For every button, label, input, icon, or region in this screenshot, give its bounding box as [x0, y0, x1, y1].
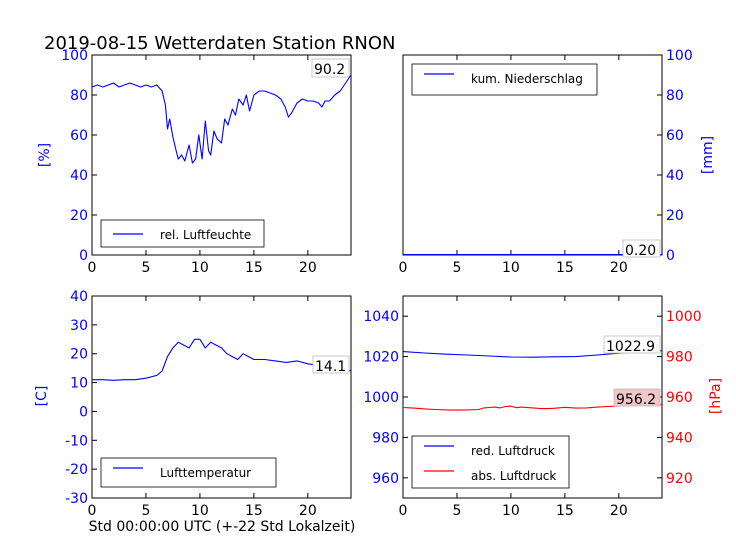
pressure-xtick-label: 0: [399, 503, 408, 519]
humidity-ytick-label: 0: [79, 248, 88, 264]
precipitation-xtick-label: 10: [502, 260, 520, 276]
legend-label-precipitation: kum. Niederschlag: [471, 72, 583, 86]
temperature-ylabel: [C]: [34, 386, 50, 407]
pressure-right-ytick-label: 1000: [666, 309, 702, 325]
legend-label-temperature: Lufttemperatur: [160, 466, 251, 480]
humidity-ytick-label: 60: [70, 128, 88, 144]
pressure-legend-box: [411, 435, 570, 489]
temperature-value-label: 14.1: [315, 359, 346, 375]
precipitation-xtick-label: 0: [399, 260, 408, 276]
precipitation-xtick-label: 15: [556, 260, 574, 276]
pressure-series-line-1: [402, 404, 663, 411]
humidity-xtick-label: 20: [299, 260, 317, 276]
legend-label-humidity: rel. Luftfeuchte: [160, 228, 251, 242]
pressure-panel: 0 5 10 15 20 960 980 1000 1020 1040 920 940 960 980 10…: [363, 295, 702, 519]
red-pressure-value-label: 1022.9: [606, 339, 655, 355]
temperature-legend-box: [100, 457, 277, 488]
temperature-panel: 0 5 10 15 20 -30 -20 -10 0 10 20 30 40: [65, 289, 352, 519]
precipitation-xtick-label: 20: [610, 260, 628, 276]
temperature-ytick-label: 30: [70, 318, 88, 334]
page-title: 2019-08-15 Wetterdaten Station RNON: [44, 33, 395, 54]
temperature-ytick-label: -20: [65, 462, 88, 478]
precipitation-right-ytick-label: 20: [666, 208, 684, 224]
temperature-ytick-label: -10: [65, 433, 88, 449]
pressure-xtick-label: 10: [502, 503, 520, 519]
humidity-xtick-label: 15: [245, 260, 263, 276]
humidity-ylabel: [%]: [37, 143, 53, 167]
humidity-value-box: [311, 58, 350, 78]
humidity-ytick-label: 100: [61, 48, 88, 64]
pressure-ytick-label: 1000: [363, 390, 399, 406]
precipitation-right-ytick-label: 60: [666, 128, 684, 144]
humidity-series-line-0: [91, 74, 352, 164]
pressure-right-ytick-label: 980: [666, 350, 693, 366]
temperature-xtick-label: 5: [141, 503, 150, 519]
abs-pressure-value-label: 956.2: [616, 392, 656, 408]
precipitation-xtick-label: 5: [452, 260, 461, 276]
precipitation-panel: 0 5 10 15 20 0 20 40 60 80 100: [399, 48, 693, 276]
pressure-right-ytick-label: 940: [666, 430, 693, 446]
precipitation-right-ytick-label: 0: [666, 248, 675, 264]
abs-pressure-value-box: [613, 388, 661, 407]
humidity-ytick-label: 20: [70, 208, 88, 224]
humidity-xtick-label: 10: [191, 260, 209, 276]
precipitation-value-label: 0.20: [625, 243, 656, 259]
humidity-xtick-label: 5: [141, 260, 150, 276]
temperature-xtick-label: 10: [191, 503, 209, 519]
humidity-xtick-label: 0: [88, 260, 97, 276]
temperature-xtick-label: 20: [299, 503, 317, 519]
humidity-value-label: 90.2: [314, 62, 345, 78]
temperature-series-line-0: [92, 338, 352, 381]
humidity-panel: 0 5 10 15 20 0 20 40 60 80 100: [61, 48, 352, 276]
temperature-xtick-label: 0: [88, 503, 97, 519]
humidity-ytick-label: 80: [70, 88, 88, 104]
temperature-xtick-label: 15: [245, 503, 263, 519]
time-xlabel: Std 00:00:00 UTC (+-22 Std Lokalzeit): [89, 519, 356, 535]
precipitation-legend-box: [411, 63, 598, 96]
temperature-ytick-label: 10: [70, 376, 88, 392]
precipitation-right-ytick-label: 100: [666, 48, 693, 64]
temperature-ytick-label: 20: [70, 347, 88, 363]
pressure-xtick-label: 15: [556, 503, 574, 519]
precipitation-value-box: [622, 239, 661, 258]
pressure-ytick-label: 960: [372, 471, 399, 487]
pressure-right-ytick-label: 960: [666, 390, 693, 406]
pressure-right-ytick-label: 920: [666, 471, 693, 487]
pressure-ytick-label: 1040: [363, 309, 399, 325]
precipitation-ylabel: [mm]: [700, 136, 716, 174]
legend-label-abs-pressure: abs. Luftdruck: [471, 469, 556, 483]
temperature-ytick-label: 40: [70, 289, 88, 305]
legend-label-red-pressure: red. Luftdruck: [471, 444, 555, 458]
precipitation-right-ytick-label: 40: [666, 168, 684, 184]
pressure-ylabel: [hPa]: [708, 378, 724, 414]
temperature-ytick-label: -30: [65, 491, 88, 507]
humidity-ytick-label: 40: [70, 168, 88, 184]
pressure-ytick-label: 980: [372, 430, 399, 446]
pressure-xtick-label: 5: [452, 503, 461, 519]
precipitation-right-ytick-label: 80: [666, 88, 684, 104]
pressure-ytick-label: 1020: [363, 350, 399, 366]
temperature-ytick-label: 0: [79, 404, 88, 420]
red-pressure-value-box: [603, 335, 661, 354]
pressure-xtick-label: 20: [610, 503, 628, 519]
temperature-value-box: [312, 355, 350, 374]
